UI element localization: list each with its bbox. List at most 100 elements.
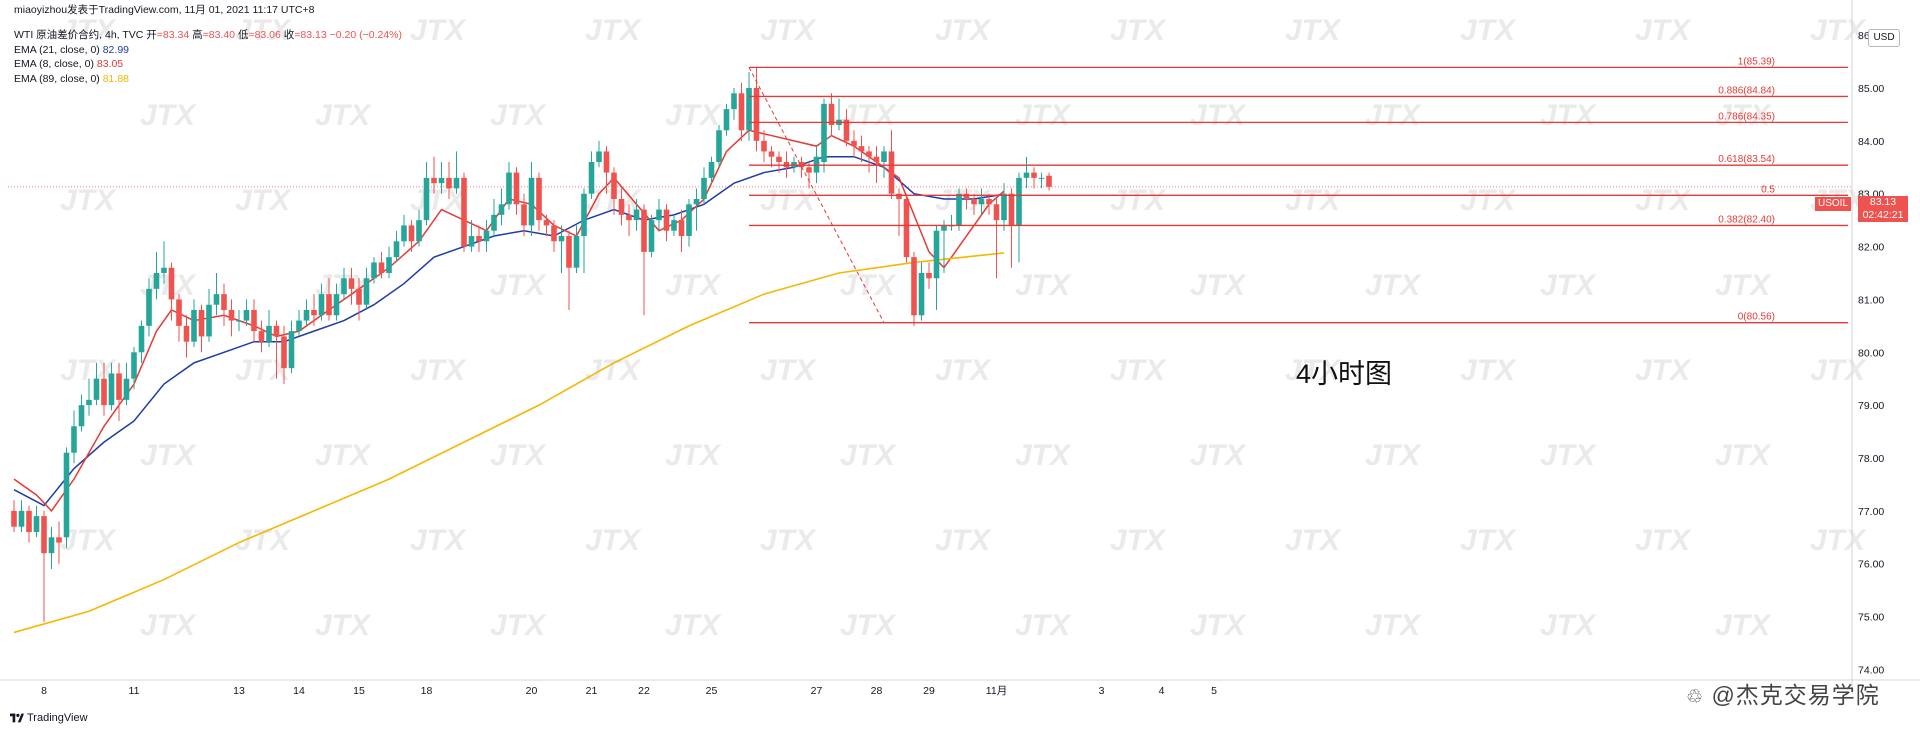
- time-tick-label: 11月: [986, 685, 1007, 697]
- candle: [738, 82, 745, 141]
- price-tick-label: 80.00: [1858, 347, 1884, 359]
- candle: [11, 500, 17, 532]
- candle-body: [18, 510, 25, 527]
- ema89-row[interactable]: EMA (89, close, 0) 81.88: [14, 72, 402, 87]
- fib-level-label: 0.618(83.54): [1718, 154, 1775, 165]
- candle-body: [933, 230, 940, 279]
- candle-body: [1031, 172, 1037, 178]
- candle-body: [956, 193, 962, 226]
- candle: [978, 188, 985, 215]
- currency-button[interactable]: USD: [1868, 29, 1900, 47]
- candle: [986, 193, 992, 215]
- candle: [18, 500, 25, 532]
- candle: [258, 320, 265, 353]
- candle-body: [33, 516, 40, 532]
- candle-body: [311, 310, 317, 316]
- candle-body: [738, 93, 745, 131]
- watermark-text: JTX: [1715, 439, 1772, 472]
- price-tick-label: 77.00: [1858, 506, 1884, 518]
- tradingview-logo[interactable]: TradingView: [10, 712, 88, 724]
- candle: [438, 162, 445, 194]
- watermark-text: JTX: [490, 99, 547, 132]
- watermark-text: JTX: [1540, 439, 1597, 472]
- candle: [971, 193, 977, 215]
- chart-legend: miaoyizhou发表于TradingView.com, 11月 01, 20…: [14, 4, 403, 87]
- candle: [551, 220, 557, 252]
- candle-body: [393, 241, 400, 258]
- candle: [191, 299, 197, 347]
- candle: [678, 209, 685, 252]
- ema89-value: 81.88: [102, 72, 129, 85]
- candle: [183, 315, 190, 358]
- watermark-text: JTX: [1715, 609, 1772, 642]
- candle-body: [228, 310, 235, 321]
- candle: [318, 283, 325, 321]
- candle: [821, 98, 827, 173]
- candle: [656, 199, 662, 231]
- fib-level-label: 0.786(84.35): [1718, 111, 1775, 122]
- watermark-text: JTX: [840, 609, 897, 642]
- candle: [213, 273, 220, 316]
- candle: [236, 310, 242, 332]
- candle: [693, 188, 700, 231]
- candle-body: [123, 378, 130, 400]
- candle-body: [543, 220, 550, 226]
- price-tick-label: 78.00: [1858, 453, 1884, 465]
- candle: [858, 135, 865, 162]
- watermark-text: JTX: [840, 269, 897, 302]
- watermark-text: JTX: [1110, 184, 1167, 217]
- watermark-text: JTX: [840, 99, 897, 132]
- fib-retracement: 1(85.39) 0.886(84.84) 0.786(84.35) 0.618(83…: [748, 56, 1848, 324]
- candle-body: [131, 352, 137, 379]
- candle-body: [191, 310, 197, 342]
- fib-level-label: 1(85.39): [1738, 56, 1775, 67]
- candle: [363, 267, 370, 310]
- watermark-text: JTX: [585, 14, 642, 47]
- candle: [41, 510, 47, 622]
- candle-body: [453, 177, 460, 189]
- candle: [596, 140, 602, 168]
- candle-body: [48, 537, 55, 554]
- candle-body: [266, 325, 272, 342]
- candle-body: [86, 399, 92, 406]
- candle-body: [431, 177, 437, 184]
- close-label: 收: [283, 29, 295, 41]
- watermark-text: JTX: [1365, 609, 1422, 642]
- watermark-text: JTX: [665, 439, 722, 472]
- watermark-text: JTX: [1190, 99, 1247, 132]
- candle-body: [243, 310, 250, 321]
- watermark-text: JTX: [60, 14, 117, 47]
- candle-body: [918, 273, 925, 316]
- fib-level-label: 0.382(82.40): [1718, 214, 1775, 225]
- candle-body: [378, 262, 385, 273]
- candle-body: [701, 177, 707, 199]
- candle: [33, 505, 40, 538]
- candle-body: [551, 225, 557, 242]
- watermark-text: JTX: [1015, 609, 1072, 642]
- candle-body: [183, 325, 190, 342]
- ema21-row[interactable]: EMA (21, close, 0) 82.99: [14, 43, 402, 58]
- candle-body: [1001, 193, 1007, 221]
- candle: [483, 220, 490, 252]
- candle: [161, 241, 167, 284]
- fib-level-label: 0(80.56): [1738, 312, 1775, 323]
- candle-body: [138, 325, 145, 353]
- candle-body: [513, 172, 520, 205]
- ema-line: [13, 129, 1005, 513]
- ema8-row[interactable]: EMA (8, close, 0) 83.05: [14, 57, 402, 72]
- watermark-text: JTX: [1110, 524, 1167, 557]
- candle-body: [93, 378, 100, 400]
- high-label: 高: [192, 29, 203, 41]
- candle-body: [236, 320, 242, 322]
- price-tick-label: 76.00: [1858, 559, 1884, 571]
- candle-body: [633, 209, 640, 221]
- watermark-text: JTX: [1365, 99, 1422, 132]
- change-value: −0.20 (−0.24%): [329, 29, 403, 41]
- candle: [468, 220, 475, 252]
- candle-body: [41, 516, 47, 554]
- time-tick-label: 29: [923, 685, 935, 697]
- price-tick-label: 74.00: [1858, 664, 1884, 676]
- time-tick-label: 27: [811, 685, 823, 697]
- watermark-text: JTX: [490, 269, 547, 302]
